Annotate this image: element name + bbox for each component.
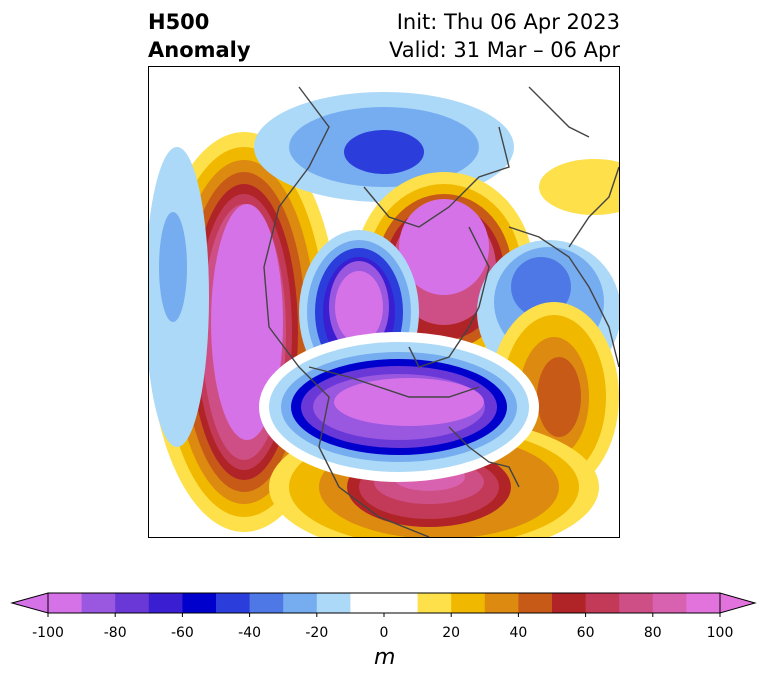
map-svg <box>149 86 619 537</box>
colorbar-cell <box>249 593 284 613</box>
anomaly-map <box>148 66 620 538</box>
anomaly-contour <box>344 130 424 174</box>
anomaly-contour <box>511 257 571 317</box>
colorbar-tick-label: 40 <box>509 625 528 641</box>
colorbar-cell <box>484 593 519 613</box>
valid-range: Valid: 31 Mar – 06 Apr <box>389 38 620 62</box>
colorbar-cell <box>316 593 351 613</box>
init-date: Init: Thu 06 Apr 2023 <box>396 10 620 34</box>
colorbar-cell <box>350 593 385 613</box>
anomaly-contour <box>159 212 187 322</box>
colorbar-cell <box>81 593 116 613</box>
colorbar-tick-label: 80 <box>643 625 662 641</box>
colorbar-cell <box>451 593 486 613</box>
title-right: Init: Thu 06 Apr 2023 Valid: 31 Mar – 06… <box>389 8 620 64</box>
colorbar-tick-label: -80 <box>103 625 127 641</box>
colorbar-cell <box>115 593 150 613</box>
colorbar-cell <box>652 593 687 613</box>
colorbar-cell <box>384 593 419 613</box>
colorbar-cell <box>686 593 721 613</box>
title-field: H500 <box>148 10 210 34</box>
anomaly-fills <box>149 92 619 537</box>
title-left: H500 Anomaly <box>148 8 251 64</box>
colorbar-tick-label: 60 <box>576 625 595 641</box>
colorbar-unit-label: m <box>374 645 396 670</box>
colorbar-cell <box>216 593 251 613</box>
anomaly-contour <box>539 159 619 215</box>
anomaly-contour <box>537 357 581 437</box>
colorbar-cell <box>585 593 620 613</box>
colorbar-cell <box>148 593 183 613</box>
anomaly-contour <box>399 199 489 295</box>
anomaly-contour <box>335 271 383 343</box>
coastlines <box>263 86 619 537</box>
colorbar-cell <box>417 593 452 613</box>
colorbar-tick-label: -40 <box>238 625 262 641</box>
colorbar-tick-label: 0 <box>379 625 389 641</box>
colorbar-cell <box>48 593 83 613</box>
title-type: Anomaly <box>148 38 251 62</box>
colorbar-min-extension <box>10 592 49 614</box>
colorbar-cell <box>182 593 217 613</box>
colorbar-tick-label: -100 <box>32 625 64 641</box>
colorbar-tick-label: 100 <box>706 625 734 641</box>
colorbar-tick-label: -60 <box>170 625 194 641</box>
anomaly-contour <box>334 378 484 426</box>
colorbar-tick-label: -20 <box>305 625 329 641</box>
colorbar-tick-label: 20 <box>442 625 461 641</box>
colorbar-cell <box>283 593 318 613</box>
colorbar-max-extension <box>719 592 757 614</box>
colorbar-cell <box>518 593 553 613</box>
colorbar-cell <box>619 593 654 613</box>
colorbar <box>10 592 757 617</box>
colorbar-cell <box>552 593 587 613</box>
